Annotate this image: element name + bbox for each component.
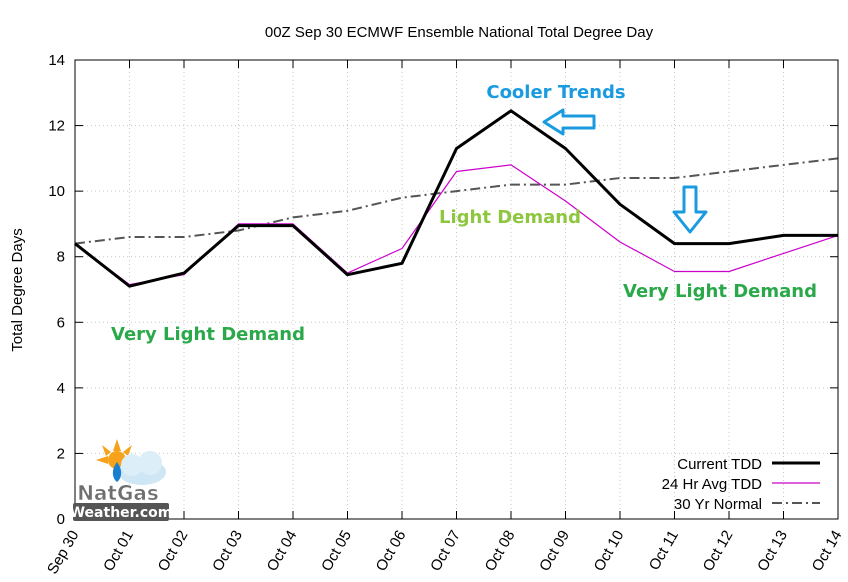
logo-weather: Weather.com	[70, 505, 173, 521]
x-tick-label: Oct 07	[427, 528, 464, 575]
annotation-very-light-demand-right: Very Light Demand	[623, 281, 817, 302]
y-tick-label: 14	[48, 52, 65, 69]
y-tick-label: 12	[48, 118, 65, 135]
y-axis-label: Total Degree Days	[9, 228, 26, 351]
annotation-cooler-trends: Cooler Trends	[486, 82, 625, 103]
series-layer	[74, 109, 839, 288]
x-tick-label: Oct 05	[318, 528, 355, 575]
legend-label-normal: 30 Yr Normal	[674, 496, 762, 513]
logo-bar	[73, 503, 169, 521]
y-tick-label: 4	[57, 380, 65, 397]
x-tick-label: Oct 14	[809, 528, 846, 575]
natgasweather-logo: NatGas Weather.com	[70, 439, 173, 521]
logo-natgas: NatGas	[77, 481, 159, 505]
cloud-icon	[118, 451, 166, 485]
y-tick-label: 2	[57, 445, 65, 462]
x-tick-label: Oct 09	[536, 528, 573, 575]
x-tick-label: Oct 12	[700, 528, 737, 575]
series-30yr-normal	[74, 157, 839, 245]
x-tick-label: Oct 01	[100, 528, 137, 575]
flame-icon	[112, 462, 122, 482]
x-tick-label: Oct 03	[209, 528, 246, 575]
series-current-tdd	[74, 109, 838, 288]
chart-title: 00Z Sep 30 ECMWF Ensemble National Total…	[265, 24, 654, 41]
y-tick-label: 8	[57, 249, 65, 266]
left-arrow-icon	[542, 108, 596, 136]
legend-label-current: Current TDD	[677, 456, 762, 473]
x-tick-label: Oct 10	[591, 528, 628, 575]
y-tick-label: 10	[48, 183, 65, 200]
x-tick-labels: Sep 30 Oct 01 Oct 02 Oct 03 Oct 04 Oct 05 Oct …	[44, 528, 845, 578]
gridlines	[75, 60, 838, 519]
annotation-light-demand: Light Demand	[439, 207, 581, 228]
down-arrow-icon	[672, 185, 708, 234]
x-tick-label: Oct 13	[754, 528, 791, 575]
y-tick-label: 0	[57, 511, 65, 528]
x-tick-label: Oct 04	[264, 528, 301, 575]
x-tick-label: Oct 06	[373, 528, 410, 575]
x-tick-label: Oct 02	[155, 528, 192, 575]
x-tick-label: Oct 08	[482, 528, 519, 575]
legend: Current TDD 24 Hr Avg TDD 30 Yr Normal	[662, 456, 820, 513]
x-tick-label: Sep 30	[44, 528, 82, 578]
x-tick-label: Oct 11	[646, 528, 682, 574]
y-tick-labels: 0 2 4 6 8 10 12 14	[48, 52, 65, 528]
y-tick-label: 6	[57, 314, 65, 331]
legend-label-24hr: 24 Hr Avg TDD	[662, 476, 762, 493]
annotation-very-light-demand-left: Very Light Demand	[111, 324, 305, 345]
